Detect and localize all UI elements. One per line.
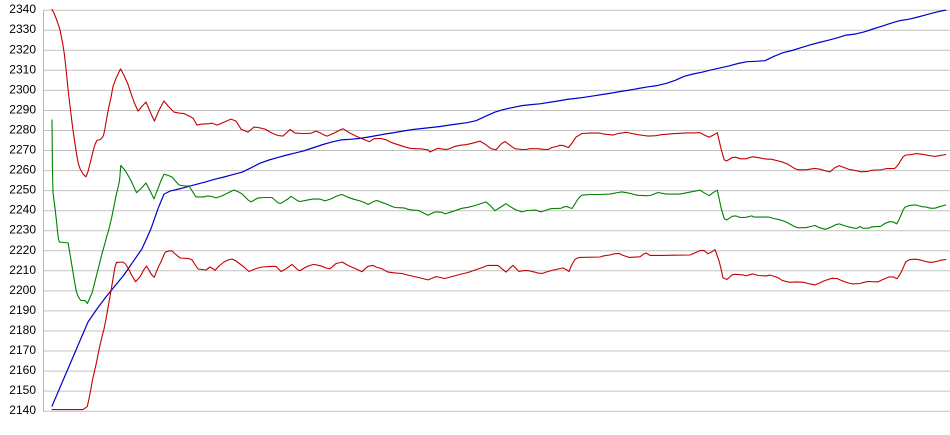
svg-text:2310: 2310 xyxy=(9,62,36,76)
svg-text:2150: 2150 xyxy=(9,383,36,397)
svg-text:2190: 2190 xyxy=(9,303,36,317)
svg-text:2230: 2230 xyxy=(9,223,36,237)
svg-text:2340: 2340 xyxy=(9,2,36,16)
svg-text:2180: 2180 xyxy=(9,323,36,337)
svg-text:2140: 2140 xyxy=(9,403,36,417)
svg-text:2170: 2170 xyxy=(9,343,36,357)
svg-text:2240: 2240 xyxy=(9,203,36,217)
svg-text:2320: 2320 xyxy=(9,42,36,56)
svg-text:2220: 2220 xyxy=(9,243,36,257)
svg-text:2330: 2330 xyxy=(9,22,36,36)
svg-text:2280: 2280 xyxy=(9,123,36,137)
svg-text:2250: 2250 xyxy=(9,183,36,197)
svg-text:2270: 2270 xyxy=(9,143,36,157)
svg-text:2160: 2160 xyxy=(9,363,36,377)
svg-text:2200: 2200 xyxy=(9,283,36,297)
svg-text:2260: 2260 xyxy=(9,163,36,177)
svg-text:2210: 2210 xyxy=(9,263,36,277)
svg-text:2300: 2300 xyxy=(9,82,36,96)
svg-text:2290: 2290 xyxy=(9,103,36,117)
